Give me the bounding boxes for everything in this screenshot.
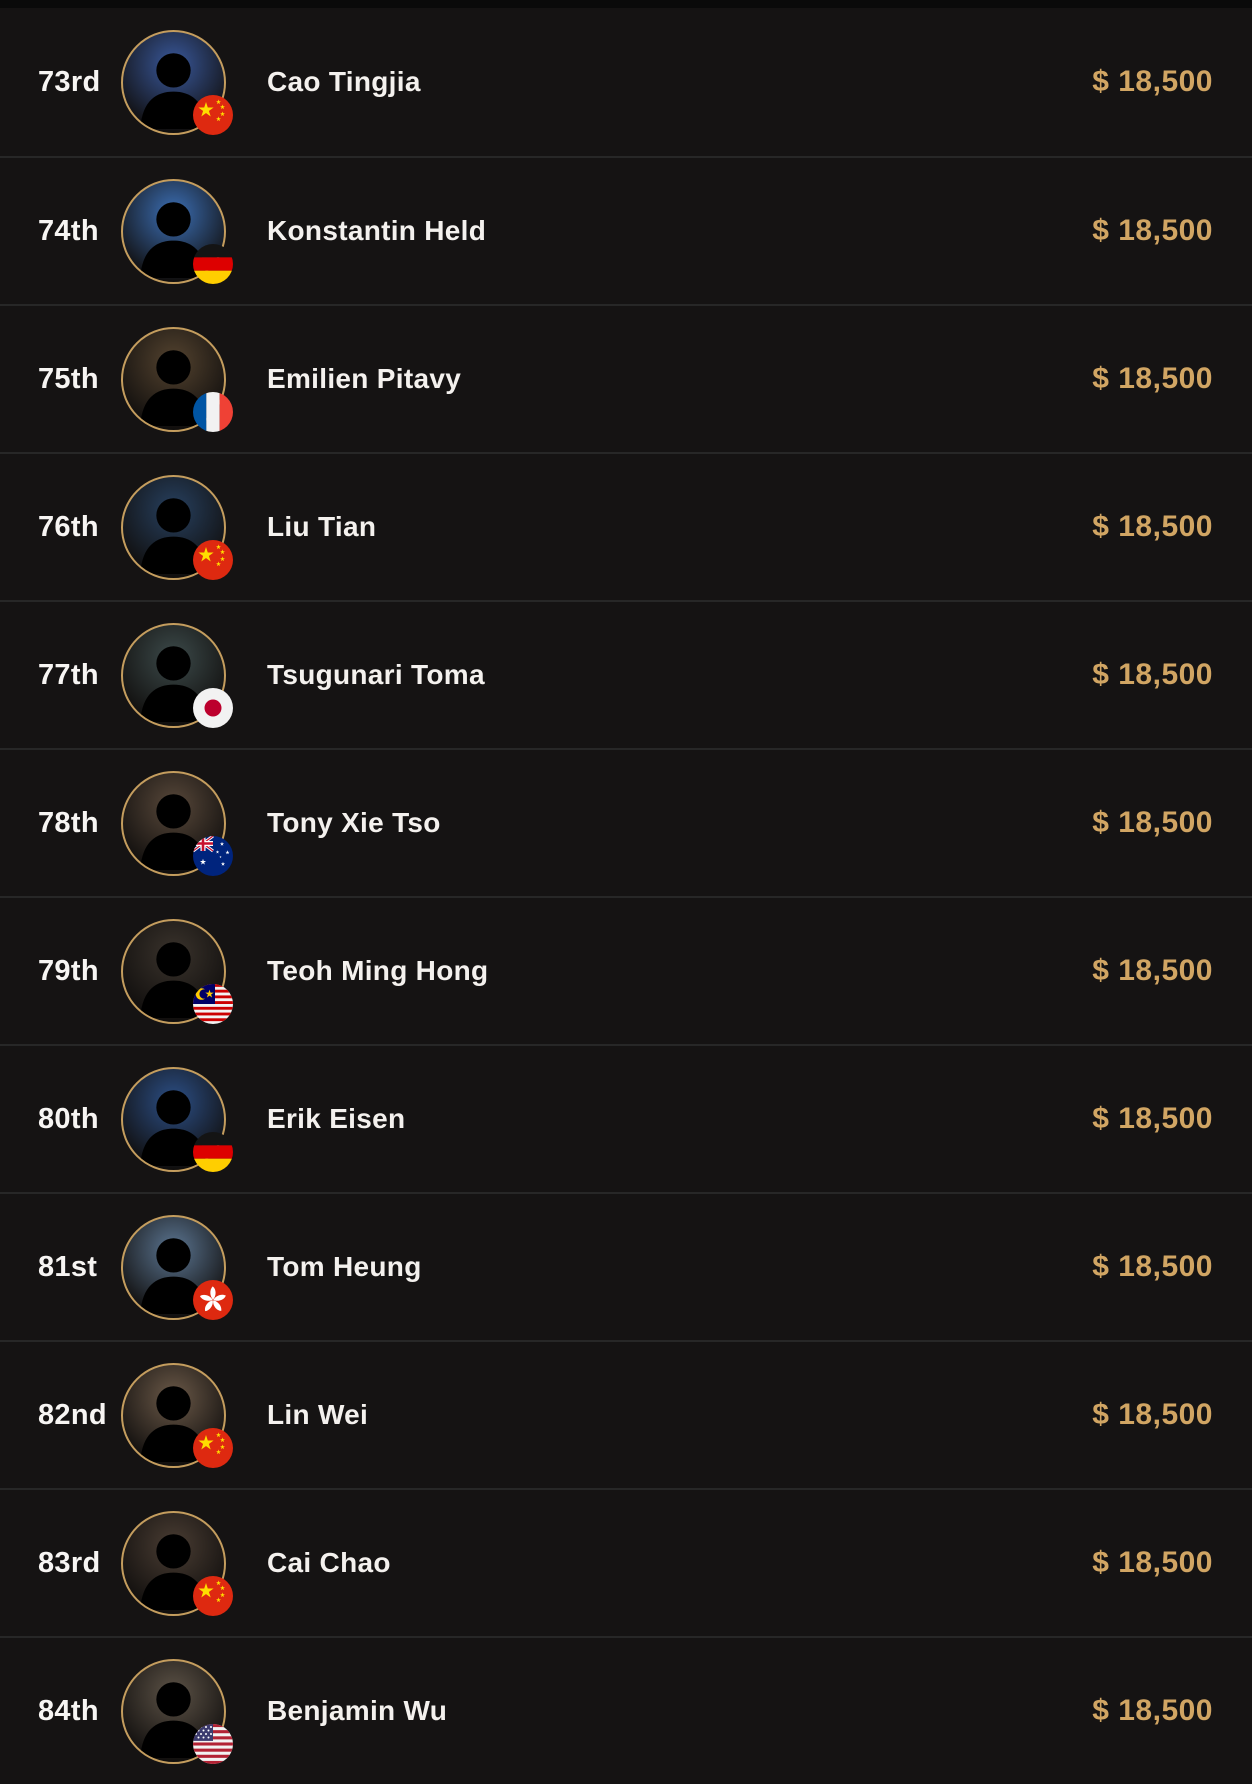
flag-use — [193, 688, 233, 728]
rank-label: 75th — [38, 362, 99, 395]
player-name: Konstantin Held — [267, 215, 487, 246]
rank-label: 84th — [38, 1694, 99, 1727]
avatar — [121, 1066, 226, 1172]
player-name: Benjamin Wu — [267, 1695, 448, 1726]
rank-label: 76th — [38, 510, 99, 543]
player-name: Lin Wei — [267, 1399, 369, 1430]
prize-amount: $ 18,500 — [1092, 1102, 1213, 1135]
prize-amount: $ 18,500 — [1092, 1546, 1213, 1579]
payout-row[interactable]: 77th Tsugunari Toma $ 18,500 — [0, 600, 1252, 748]
rank-label: 79th — [38, 954, 99, 987]
flag-use — [193, 1576, 233, 1616]
payout-row[interactable]: 76th Liu Tian $ 18,500 — [0, 452, 1252, 600]
flag-icon — [193, 1280, 233, 1320]
flag-icon — [193, 984, 233, 1024]
payout-row[interactable]: 80th Erik Eisen $ 18,500 — [0, 1044, 1252, 1192]
payout-row[interactable]: 84th Benjamin Wu $ 18,500 — [0, 1636, 1252, 1784]
flag-use — [193, 95, 233, 135]
avatar — [121, 622, 226, 728]
prize-amount: $ 18,500 — [1092, 658, 1213, 691]
flag-use — [193, 1724, 233, 1764]
avatar — [121, 1510, 226, 1616]
flag-icon — [193, 1428, 233, 1468]
flag-icon — [193, 244, 233, 284]
prize-amount: $ 18,500 — [1092, 65, 1213, 98]
rank-label: 74th — [38, 214, 99, 247]
avatar — [121, 1362, 226, 1468]
flag-use — [193, 836, 233, 876]
rank-label: 82nd — [38, 1398, 107, 1431]
avatar — [121, 770, 226, 876]
avatar — [121, 178, 226, 284]
prize-amount: $ 18,500 — [1092, 1398, 1213, 1431]
payout-row[interactable]: 82nd Lin Wei $ 18,500 — [0, 1340, 1252, 1488]
payout-row[interactable]: 73rd Cao Tingjia $ 18,500 — [0, 8, 1252, 156]
payout-row[interactable]: 79th Teoh Ming Hong $ 18,500 — [0, 896, 1252, 1044]
payout-row[interactable]: 81st Tom Heung $ 18,500 — [0, 1192, 1252, 1340]
rank-label: 73rd — [38, 65, 101, 98]
flag-use — [193, 1132, 233, 1172]
flag-icon — [193, 392, 233, 432]
flag-use — [193, 1428, 233, 1468]
flag-icon — [193, 1576, 233, 1616]
avatar — [121, 1214, 226, 1320]
avatar — [121, 29, 226, 135]
player-name: Erik Eisen — [267, 1103, 406, 1134]
prize-amount: $ 18,500 — [1092, 1250, 1213, 1283]
avatar — [121, 918, 226, 1024]
avatar — [121, 326, 226, 432]
flag-icon — [193, 540, 233, 580]
prize-amount: $ 18,500 — [1092, 954, 1213, 987]
player-name: Tony Xie Tso — [267, 807, 441, 838]
payout-row[interactable]: 74th Konstantin Held $ 18,500 — [0, 156, 1252, 304]
prize-amount: $ 18,500 — [1092, 806, 1213, 839]
flag-icon — [193, 836, 233, 876]
prize-amount: $ 18,500 — [1092, 214, 1213, 247]
avatar — [121, 474, 226, 580]
player-name: Emilien Pitavy — [267, 363, 462, 394]
player-name: Tsugunari Toma — [267, 659, 485, 690]
flag-use — [193, 244, 233, 284]
rank-label: 83rd — [38, 1546, 101, 1579]
prize-amount: $ 18,500 — [1092, 1694, 1213, 1727]
prize-amount: $ 18,500 — [1092, 362, 1213, 395]
flag-use — [193, 1280, 233, 1320]
flag-icon — [193, 688, 233, 728]
flag-use — [193, 540, 233, 580]
flag-use — [193, 984, 233, 1024]
payout-row[interactable]: 75th Emilien Pitavy $ 18,500 — [0, 304, 1252, 452]
payout-row[interactable]: 83rd Cai Chao $ 18,500 — [0, 1488, 1252, 1636]
flag-icon — [193, 1724, 233, 1764]
flag-use — [193, 392, 233, 432]
player-name: Teoh Ming Hong — [267, 955, 489, 986]
flag-icon — [193, 1132, 233, 1172]
player-name: Tom Heung — [267, 1251, 422, 1282]
flag-icon — [193, 95, 233, 135]
player-name: Cai Chao — [267, 1547, 391, 1578]
player-name: Liu Tian — [267, 511, 377, 542]
rank-label: 80th — [38, 1102, 99, 1135]
player-name: Cao Tingjia — [267, 66, 421, 97]
rank-label: 78th — [38, 806, 99, 839]
prize-amount: $ 18,500 — [1092, 510, 1213, 543]
rank-label: 81st — [38, 1250, 98, 1283]
payout-row[interactable]: 78th Tony Xie Tso $ 18,500 — [0, 748, 1252, 896]
avatar — [121, 1658, 226, 1764]
rank-label: 77th — [38, 658, 99, 691]
